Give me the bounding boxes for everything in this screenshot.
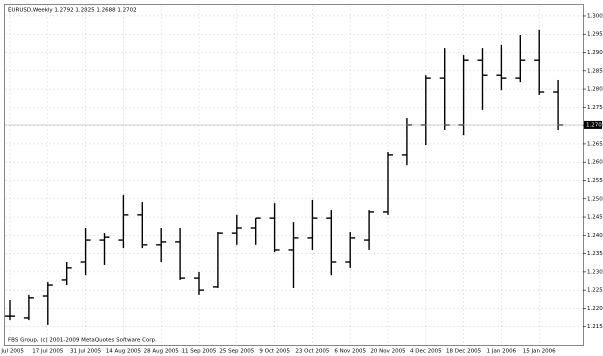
y-tick-label: 1.2550 (587, 178, 603, 184)
x-tick-label: 23 Oct 2005 (295, 349, 330, 355)
footer-text: FBS Group, (c) 2001-2009 MetaQuotes Soft… (8, 338, 157, 344)
y-tick-label: 1.2800 (587, 87, 603, 93)
x-tick-label: 11 Sep 2005 (182, 349, 217, 355)
x-tick-label: 28 Aug 2005 (144, 349, 180, 355)
y-tick-label: 1.2400 (587, 233, 603, 239)
y-tick-label: 1.2950 (587, 32, 603, 38)
x-tick-label: 14 Aug 2005 (106, 349, 142, 355)
y-tick-label: 1.2200 (587, 306, 603, 312)
x-tick-label: 31 Jul 2005 (70, 349, 102, 355)
y-tick-label: 1.2150 (587, 324, 603, 330)
x-tick-label: 25 Sep 2005 (219, 349, 254, 355)
y-tick-label: 1.2850 (587, 68, 603, 74)
y-tick-label: 1.2650 (587, 141, 603, 147)
plot-frame (4, 4, 584, 346)
y-tick-label: 1.2450 (587, 215, 603, 221)
y-tick-label: 1.3000 (587, 13, 603, 19)
current-price-tag (584, 120, 602, 129)
y-tick-label: 1.2350 (587, 251, 603, 257)
y-tick-label: 1.2900 (587, 50, 603, 56)
x-tick-label: 3 Jul 2005 (0, 349, 24, 355)
x-tick-label: 17 Jul 2005 (32, 349, 64, 355)
x-tick-label: 15 Jan 2006 (523, 349, 556, 355)
x-tick-label: 1 Jan 2006 (487, 349, 517, 355)
y-tick-label: 1.2600 (587, 160, 603, 166)
x-tick-label: 4 Dec 2005 (410, 349, 442, 355)
x-tick-label: 9 Oct 2005 (259, 349, 290, 355)
chart-title: EURUSD,Weekly 1.2792 1.2825 1.2688 1.270… (8, 8, 137, 14)
y-tick-label: 1.2750 (587, 105, 603, 111)
x-tick-label: 18 Dec 2005 (446, 349, 482, 355)
x-tick-label: 6 Nov 2005 (334, 349, 366, 355)
x-tick-label: 20 Nov 2005 (370, 349, 406, 355)
y-tick-label: 1.2250 (587, 288, 603, 294)
y-tick-label: 1.2300 (587, 269, 603, 275)
current-price-label: 1.2702 (586, 122, 603, 128)
y-tick-label: 1.2500 (587, 196, 603, 202)
